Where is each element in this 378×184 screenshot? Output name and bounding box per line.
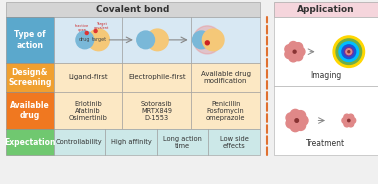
Circle shape [296, 111, 305, 121]
Circle shape [147, 29, 168, 51]
Bar [6, 92, 54, 129]
Circle shape [344, 114, 350, 120]
Bar [6, 1, 260, 17]
Text: High affinity: High affinity [111, 139, 151, 145]
Circle shape [342, 118, 348, 123]
Bar [274, 1, 378, 17]
Circle shape [290, 109, 300, 119]
Circle shape [289, 42, 298, 50]
Circle shape [345, 117, 352, 124]
Circle shape [294, 52, 303, 61]
Bar [6, 129, 54, 155]
Bar [6, 17, 54, 63]
Text: Penicillin
Fosfomycin
omeprazole: Penicillin Fosfomycin omeprazole [206, 101, 245, 121]
Text: Ligand-first: Ligand-first [68, 74, 108, 80]
Circle shape [298, 116, 308, 125]
Bar [191, 92, 260, 129]
Circle shape [346, 49, 352, 55]
Circle shape [339, 42, 359, 61]
Bar [274, 86, 378, 155]
Text: Treatment: Treatment [306, 139, 345, 148]
Bar [274, 17, 378, 86]
Circle shape [295, 119, 299, 122]
Circle shape [289, 53, 298, 62]
Circle shape [342, 45, 356, 59]
Text: target: target [92, 37, 107, 42]
Circle shape [291, 115, 303, 126]
Circle shape [344, 121, 350, 127]
Bar [54, 92, 122, 129]
Circle shape [285, 45, 294, 54]
Circle shape [285, 50, 294, 59]
Circle shape [205, 41, 209, 45]
Circle shape [286, 118, 296, 128]
Circle shape [333, 36, 364, 67]
Text: Imaging: Imaging [310, 71, 341, 80]
Circle shape [286, 113, 296, 123]
Text: Sotorasib
MRTX849
D-1553: Sotorasib MRTX849 D-1553 [141, 101, 172, 121]
Circle shape [290, 122, 300, 132]
Text: drug: drug [79, 37, 91, 42]
Bar [54, 129, 105, 155]
Text: Low side
effects: Low side effects [220, 136, 249, 149]
Circle shape [137, 31, 155, 49]
Text: Erlotinib
Afatinib
Osimertinib: Erlotinib Afatinib Osimertinib [68, 101, 107, 121]
Bar [208, 129, 260, 155]
Circle shape [76, 31, 94, 49]
Circle shape [85, 31, 88, 34]
Circle shape [88, 29, 109, 51]
Circle shape [348, 121, 354, 127]
Text: Available
drug: Available drug [10, 101, 50, 120]
Circle shape [289, 46, 300, 57]
Bar [105, 129, 157, 155]
Circle shape [294, 43, 303, 52]
Bar [54, 17, 122, 63]
Bar [122, 17, 191, 63]
Circle shape [193, 26, 222, 54]
Text: Type of
action: Type of action [14, 30, 46, 49]
Bar [54, 63, 122, 92]
Text: Inactive
open: Inactive open [75, 24, 89, 32]
Bar [157, 129, 208, 155]
Circle shape [296, 47, 305, 56]
Bar [122, 63, 191, 92]
Circle shape [348, 51, 350, 53]
Text: Controllability: Controllability [56, 139, 103, 145]
Text: Expectation: Expectation [4, 138, 56, 147]
Circle shape [348, 119, 350, 122]
Text: Design&
Screening: Design& Screening [8, 68, 52, 87]
Circle shape [192, 31, 210, 49]
Circle shape [350, 118, 356, 123]
Bar [191, 63, 260, 92]
Circle shape [344, 47, 353, 56]
Text: Target
covalent: Target covalent [94, 22, 109, 30]
Text: Available drug
modification: Available drug modification [201, 71, 251, 84]
Text: Application: Application [297, 5, 355, 14]
Bar [6, 63, 54, 92]
Circle shape [94, 30, 97, 33]
Circle shape [296, 121, 305, 130]
Circle shape [348, 114, 354, 120]
Circle shape [336, 39, 362, 64]
Text: Electrophile-first: Electrophile-first [128, 74, 186, 80]
Bar [191, 17, 260, 63]
Circle shape [293, 50, 296, 53]
Circle shape [202, 29, 224, 51]
Bar [122, 92, 191, 129]
Text: Covalent bond: Covalent bond [96, 5, 170, 14]
Text: Long action
time: Long action time [163, 136, 202, 149]
